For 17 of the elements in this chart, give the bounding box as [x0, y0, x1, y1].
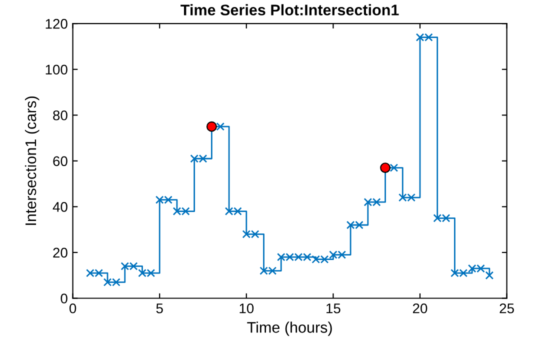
- y-tick-label: 120: [46, 18, 68, 29]
- y-tick-label: 20: [53, 248, 68, 258]
- point: [485, 271, 494, 280]
- chart-title: Time Series Plot:Intersection1: [180, 4, 399, 16]
- y-tick-label: 40: [52, 202, 68, 212]
- y-tick-label: 100: [46, 64, 68, 75]
- x-tick-label: 10: [240, 303, 254, 314]
- y-tick-label: 0: [60, 294, 68, 304]
- x-tick-label: 25: [500, 303, 514, 314]
- x-tick-label: 20: [412, 303, 428, 314]
- x-tick-label: 15: [326, 304, 340, 314]
- y-axis-title: Intersection1 (cars): [24, 96, 40, 225]
- y-tick-label: 60: [53, 156, 68, 166]
- y-tick-label: 80: [53, 110, 68, 120]
- x-axis-title: Time (hours): [247, 322, 332, 336]
- x-tick-label: 0: [69, 303, 76, 314]
- x-tick-label: 5: [156, 304, 163, 314]
